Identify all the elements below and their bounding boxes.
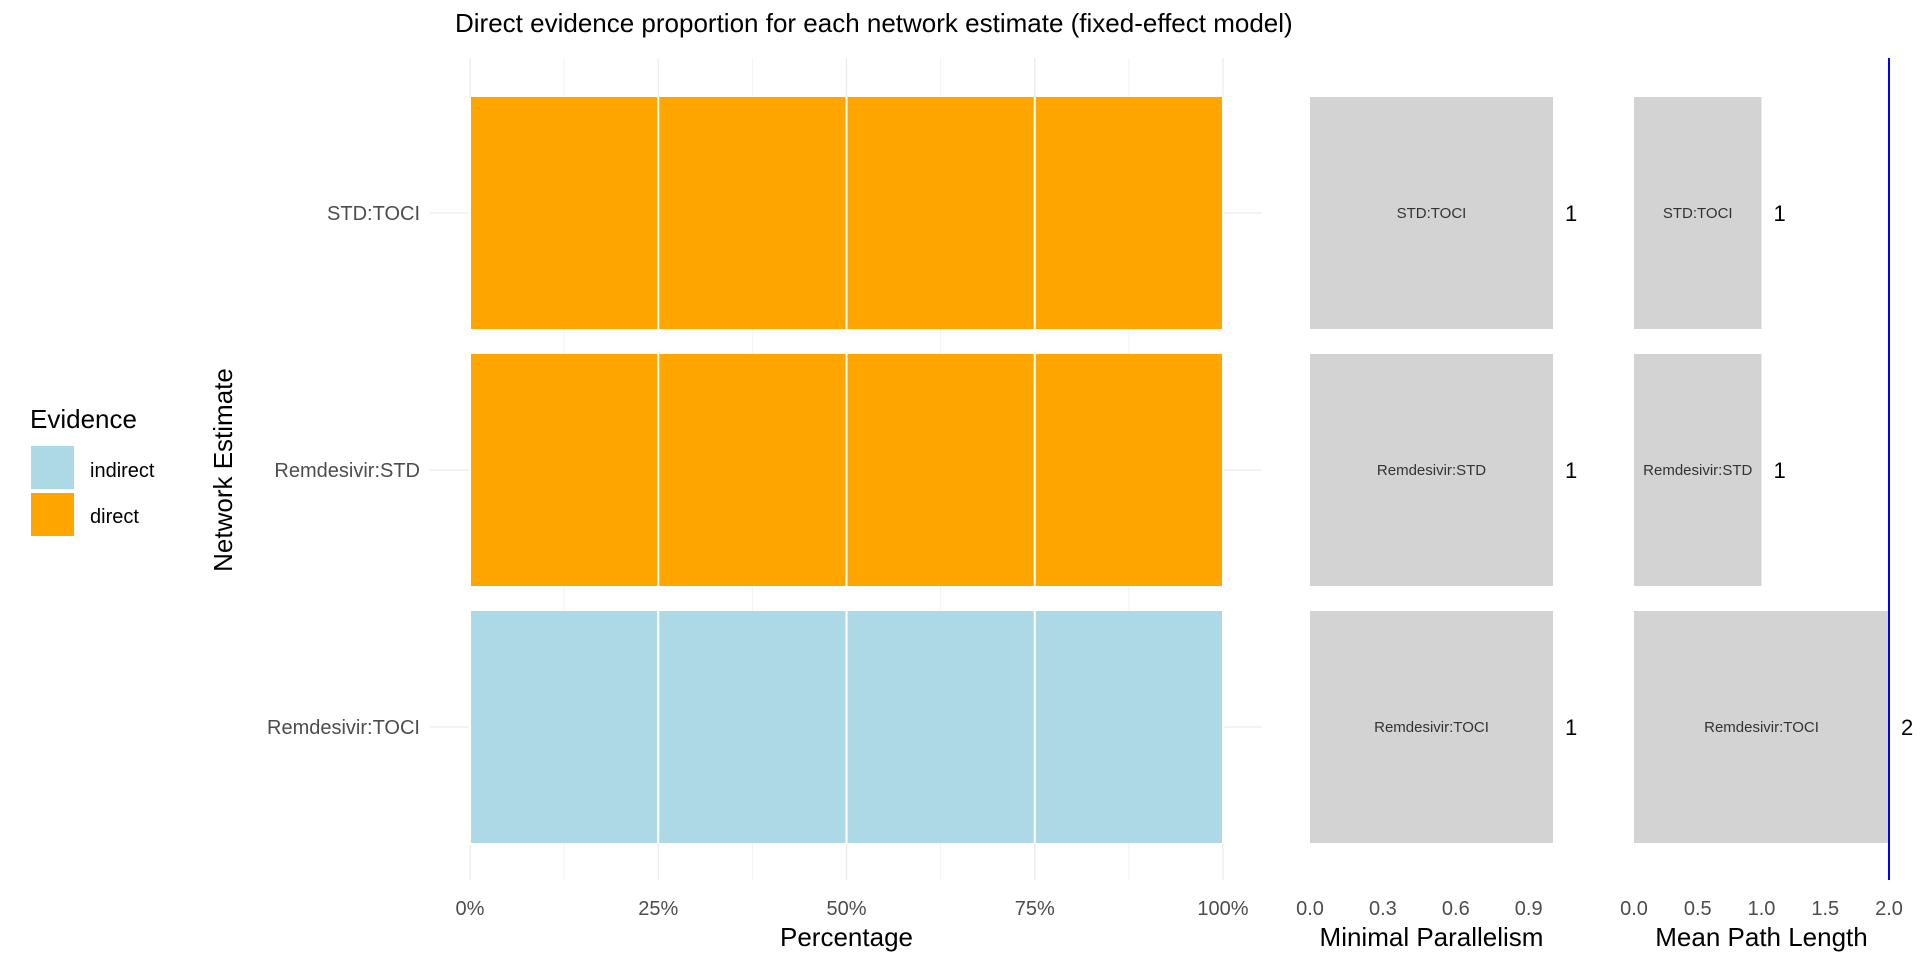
chart-title: Direct evidence proportion for each netw… (455, 8, 1293, 38)
legend-swatch-indirect (31, 446, 74, 489)
mean-path-length-value-label: 2 (1901, 715, 1913, 740)
evidence-panel: 0% 25% 50% 75% 100% Percentage (456, 96, 1249, 952)
minimal-parallelism-bar (1310, 97, 1553, 329)
legend: Evidence indirect direct (30, 404, 155, 536)
mean-path-length-bar (1634, 97, 1762, 329)
x-tick-label: 25% (638, 898, 678, 920)
y-axis-title: Network Estimate (208, 368, 238, 572)
mean-path-length-bar-label: Remdesivir:TOCI (1704, 719, 1819, 736)
legend-label-direct: direct (90, 506, 139, 528)
y-tick-label: STD:TOCI (327, 203, 420, 225)
mean-path-length-bar (1634, 354, 1762, 586)
y-tick-label: Remdesivir:STD (274, 460, 420, 482)
minimal-parallelism-bar (1310, 611, 1553, 843)
x-tick-label: 0.9 (1515, 898, 1543, 920)
x-tick-label: 0.0 (1296, 898, 1324, 920)
mean-path-length-value-label: 1 (1774, 458, 1786, 483)
minimal-parallelism-value-label: 1 (1565, 458, 1577, 483)
y-tick-label: Remdesivir:TOCI (267, 717, 420, 739)
x-tick-label: 2.0 (1875, 898, 1903, 920)
x-tick-label: 1.0 (1748, 898, 1776, 920)
minimal-parallelism-panel: STD:TOCI 1 Remdesivir:STD 1 Remdesivir:TOCI 1… (1296, 97, 1577, 952)
x-axis-title: Percentage (780, 922, 913, 952)
legend-swatch-direct (31, 493, 74, 536)
x-axis-title: Minimal Parallelism (1320, 922, 1544, 952)
minimal-parallelism-value-label: 1 (1565, 201, 1577, 226)
x-tick-label: 0.6 (1442, 898, 1470, 920)
x-tick-label: 0.5 (1684, 898, 1712, 920)
minimal-parallelism-value-label: 1 (1565, 715, 1577, 740)
minimal-parallelism-bar-label: STD:TOCI (1397, 205, 1467, 222)
minimal-parallelism-bar-label: Remdesivir:STD (1377, 462, 1486, 479)
legend-label-indirect: indirect (90, 460, 155, 482)
x-tick-label: 75% (1015, 898, 1055, 920)
x-tick-label: 0% (456, 898, 485, 920)
mean-path-length-bar (1634, 611, 1889, 843)
x-tick-label: 50% (826, 898, 866, 920)
y-axis: STD:TOCI Remdesivir:STD Remdesivir:TOCI (267, 203, 420, 739)
x-tick-label: 0.3 (1369, 898, 1397, 920)
mean-path-length-value-label: 1 (1774, 201, 1786, 226)
x-tick-label: 1.5 (1811, 898, 1839, 920)
x-tick-label: 100% (1197, 898, 1248, 920)
x-tick-label: 0.0 (1620, 898, 1648, 920)
x-axis-title: Mean Path Length (1655, 922, 1868, 952)
mean-path-length-bar-label: STD:TOCI (1663, 205, 1733, 222)
mean-path-length-panel: STD:TOCI 1 Remdesivir:STD 1 Remdesivir:TOCI 2… (1620, 58, 1913, 952)
minimal-parallelism-bar-label: Remdesivir:TOCI (1374, 719, 1489, 736)
legend-title: Evidence (30, 404, 137, 434)
minimal-parallelism-bar (1310, 354, 1553, 586)
mean-path-length-bar-label: Remdesivir:STD (1643, 462, 1752, 479)
